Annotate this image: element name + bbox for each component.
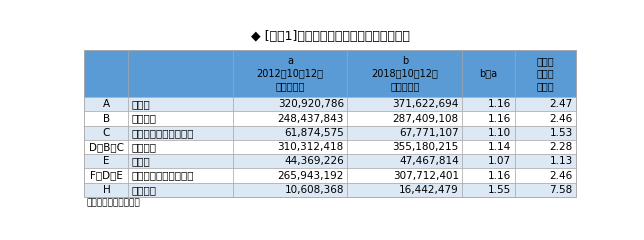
Text: 1.13: 1.13: [549, 156, 573, 166]
Text: 営業利益: 営業利益: [132, 185, 156, 195]
Bar: [515, 50, 576, 97]
Text: b／a: b／a: [479, 69, 498, 79]
Bar: [347, 183, 462, 197]
Text: 1.16: 1.16: [488, 171, 511, 180]
Text: 1.53: 1.53: [549, 128, 573, 138]
Text: 売上原価: 売上原価: [132, 114, 156, 124]
Bar: [84, 111, 128, 126]
Text: 320,920,786: 320,920,786: [278, 99, 344, 109]
Text: E: E: [103, 156, 109, 166]
Text: 355,180,215: 355,180,215: [393, 142, 459, 152]
Bar: [515, 168, 576, 183]
Text: 1.14: 1.14: [488, 142, 511, 152]
Bar: [347, 168, 462, 183]
Text: 2.47: 2.47: [549, 99, 573, 109]
Text: C: C: [102, 128, 110, 138]
Text: 1.10: 1.10: [488, 128, 511, 138]
Bar: [515, 126, 576, 140]
Bar: [347, 111, 462, 126]
Bar: [347, 126, 462, 140]
Bar: [515, 97, 576, 111]
Bar: [84, 183, 128, 197]
Bar: [232, 154, 347, 168]
Text: 265,943,192: 265,943,192: [278, 171, 344, 180]
Bar: [232, 111, 347, 126]
Text: 67,771,107: 67,771,107: [399, 128, 459, 138]
Bar: [515, 183, 576, 197]
Bar: [462, 183, 515, 197]
Bar: [84, 97, 128, 111]
Bar: [232, 50, 347, 97]
Text: 1.16: 1.16: [488, 114, 511, 124]
Text: 371,622,694: 371,622,694: [392, 99, 459, 109]
Bar: [515, 140, 576, 154]
Text: 7.58: 7.58: [549, 185, 573, 195]
Bar: [462, 97, 515, 111]
Bar: [128, 183, 232, 197]
Bar: [128, 111, 232, 126]
Text: 287,409,108: 287,409,108: [393, 114, 459, 124]
Text: 人件費: 人件費: [132, 156, 151, 166]
Bar: [347, 140, 462, 154]
Text: 310,312,418: 310,312,418: [278, 142, 344, 152]
Bar: [232, 126, 347, 140]
Bar: [232, 183, 347, 197]
Text: 44,369,226: 44,369,226: [284, 156, 344, 166]
Bar: [515, 111, 576, 126]
Text: b
2018年10～12月
（百万円）: b 2018年10～12月 （百万円）: [372, 56, 439, 91]
Text: 1.16: 1.16: [488, 99, 511, 109]
Text: D＝B＋C: D＝B＋C: [89, 142, 124, 152]
Bar: [347, 154, 462, 168]
Text: a
2012年10～12月
（百万円）: a 2012年10～12月 （百万円）: [256, 56, 323, 91]
Bar: [84, 168, 128, 183]
Bar: [128, 126, 232, 140]
Bar: [128, 154, 232, 168]
Bar: [232, 140, 347, 154]
Bar: [84, 50, 576, 197]
Bar: [128, 97, 232, 111]
Bar: [462, 154, 515, 168]
Text: 47,467,814: 47,467,814: [399, 156, 459, 166]
Bar: [232, 97, 347, 111]
Text: B: B: [103, 114, 110, 124]
Text: 販売費及び一般管理費: 販売費及び一般管理費: [132, 128, 194, 138]
Bar: [347, 97, 462, 111]
Text: 2.46: 2.46: [549, 114, 573, 124]
Text: 307,712,401: 307,712,401: [393, 171, 459, 180]
Bar: [462, 111, 515, 126]
Bar: [128, 140, 232, 154]
Bar: [128, 50, 232, 97]
Text: 16,442,479: 16,442,479: [399, 185, 459, 195]
Bar: [462, 50, 515, 97]
Text: 年平均
伸び率
（％）: 年平均 伸び率 （％）: [536, 56, 554, 91]
Bar: [232, 168, 347, 183]
Text: 2.46: 2.46: [549, 171, 573, 180]
Bar: [462, 140, 515, 154]
Bar: [515, 154, 576, 168]
Text: A: A: [103, 99, 110, 109]
Bar: [84, 140, 128, 154]
Bar: [462, 168, 515, 183]
Text: 1.07: 1.07: [488, 156, 511, 166]
Text: 10,608,368: 10,608,368: [285, 185, 344, 195]
Bar: [347, 50, 462, 97]
Text: 2.28: 2.28: [549, 142, 573, 152]
Bar: [84, 126, 128, 140]
Text: 原価総額: 原価総額: [132, 142, 156, 152]
Text: 248,437,843: 248,437,843: [278, 114, 344, 124]
Bar: [128, 168, 232, 183]
Text: F＝D－E: F＝D－E: [90, 171, 123, 180]
Text: H: H: [102, 185, 110, 195]
Bar: [84, 50, 128, 97]
Text: 1.55: 1.55: [488, 185, 511, 195]
Text: 人件費以外の原価総額: 人件費以外の原価総額: [132, 171, 194, 180]
Text: ◆ [図表1]全企業についての利益などの推移: ◆ [図表1]全企業についての利益などの推移: [251, 30, 410, 43]
Text: 売上高: 売上高: [132, 99, 151, 109]
Text: （資料）法人企業統計: （資料）法人企業統計: [87, 198, 141, 207]
Text: 61,874,575: 61,874,575: [284, 128, 344, 138]
Bar: [462, 126, 515, 140]
Bar: [84, 154, 128, 168]
